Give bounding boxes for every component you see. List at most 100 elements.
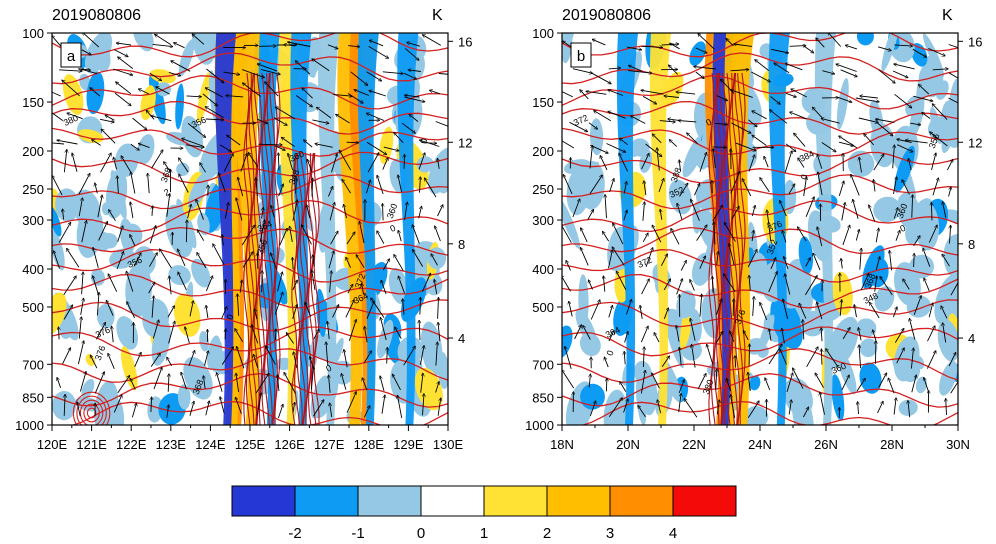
shade-patch [575, 309, 597, 347]
wind-vector [600, 156, 608, 171]
shade-patch [377, 319, 394, 359]
wind-vector [817, 227, 823, 247]
wind-vector [642, 95, 657, 104]
x-tick-label: 22N [682, 437, 706, 452]
contour-label: 356 [190, 115, 208, 130]
wind-vector [845, 45, 858, 50]
wind-vector [657, 400, 662, 414]
wind-vector [362, 378, 368, 391]
wind-vector [97, 195, 102, 218]
y-tick-label: 850 [22, 390, 44, 405]
wind-vector [786, 373, 793, 393]
wind-vector [286, 333, 294, 344]
contour-label: 2 [162, 187, 171, 198]
wind-vector [726, 378, 731, 391]
wind-vector [941, 306, 948, 319]
wind-vector [160, 249, 172, 269]
panel-b: 3723883763683643803843603723763603563523… [525, 7, 982, 452]
wind-vector [858, 402, 859, 415]
contour-line [293, 152, 300, 425]
colorbar-swatch [420, 485, 485, 517]
wind-vector [336, 114, 350, 124]
x-tick-label: 125E [235, 437, 266, 452]
wind-vector [152, 43, 173, 46]
wind-vector [52, 175, 63, 196]
wind-vector [213, 244, 225, 266]
wind-vector [279, 228, 288, 246]
wind-vector [902, 180, 910, 195]
wind-vector [235, 329, 244, 343]
wind-vector [187, 123, 206, 137]
shade-patch [579, 161, 600, 205]
wind-vector [853, 199, 859, 219]
wind-vector [680, 260, 686, 271]
wind-vector [96, 292, 99, 316]
y-tick-label: 200 [532, 144, 554, 159]
wind-vector [78, 198, 82, 217]
wind-vector [948, 352, 956, 367]
wind-vector [769, 329, 772, 341]
contour-label: 352 [765, 238, 780, 256]
wind-vector [788, 184, 795, 195]
shade-patch [580, 383, 605, 410]
wind-vector [290, 226, 293, 242]
wind-vector [640, 326, 648, 343]
wind-vector [366, 71, 382, 81]
wind-vector [94, 372, 104, 394]
wind-vector [626, 46, 642, 50]
wind-vector [913, 236, 921, 247]
colorbar-label: 3 [606, 525, 614, 542]
wind-vector [713, 149, 716, 169]
wind-vector [383, 204, 384, 221]
contour-line [580, 400, 958, 425]
wind-vector [748, 372, 751, 391]
wind-vector [331, 154, 338, 173]
wind-vector [168, 71, 181, 75]
wind-vector [572, 68, 593, 74]
contour-label: 380 [701, 378, 716, 396]
wind-vector [873, 154, 884, 171]
wind-vector [200, 163, 206, 173]
wind-vector [367, 153, 379, 173]
wind-vector [815, 373, 824, 388]
wind-vector [148, 173, 150, 194]
wind-vector [151, 116, 172, 122]
wind-vector [730, 90, 753, 98]
wind-vector [928, 303, 933, 318]
wind-vector [265, 346, 276, 365]
wind-vector [278, 184, 284, 197]
wind-vector [735, 142, 756, 151]
wind-vector [369, 40, 384, 47]
wind-vector [803, 177, 807, 197]
wind-vector [770, 110, 788, 124]
wind-vector [204, 351, 209, 366]
wind-vector [130, 202, 134, 219]
wind-vector [942, 254, 950, 267]
shade-band [215, 33, 237, 425]
wind-vector [100, 153, 112, 173]
wind-vector [275, 107, 296, 120]
contour-label: 368 [159, 166, 174, 184]
wind-vector [652, 225, 662, 243]
wind-vector [435, 382, 440, 393]
y-tick-label: 400 [22, 262, 44, 277]
contour-label: 372 [353, 272, 368, 290]
contour-line [52, 199, 448, 233]
wind-vector [645, 143, 662, 157]
shade-patch [120, 346, 138, 391]
x-tick-label: 120E [37, 437, 68, 452]
wind-vector [313, 255, 315, 267]
right-tick-label: 16 [458, 34, 472, 49]
wind-vector [669, 140, 678, 147]
wind-vector [841, 203, 845, 221]
right-tick-label: 8 [458, 237, 465, 252]
wind-vector [166, 194, 170, 217]
wind-vector [265, 82, 279, 97]
wind-vector [730, 395, 736, 418]
wind-vector [803, 45, 814, 53]
wind-vector [590, 72, 611, 84]
wind-vector [225, 329, 226, 340]
wind-vector [798, 158, 805, 168]
contour-line [264, 72, 271, 425]
